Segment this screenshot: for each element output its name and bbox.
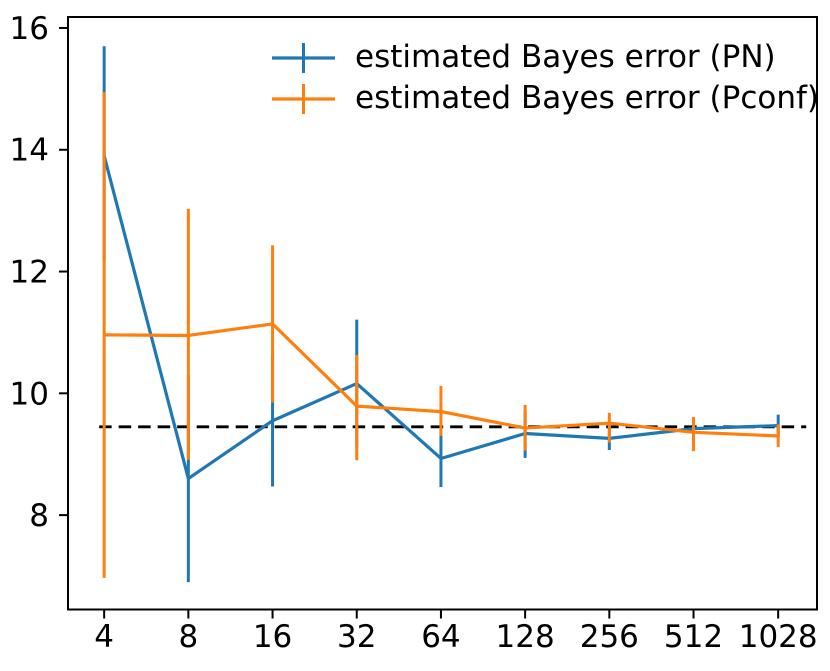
- x-tick-label: 256: [580, 619, 639, 655]
- pn-line: [102, 155, 779, 481]
- x-tick-label: 16: [253, 619, 292, 655]
- x-tick-label: 8: [178, 619, 198, 655]
- legend-item-pconf: estimated Bayes error (Pconf): [271, 78, 819, 119]
- y-tick-label: 14: [10, 133, 49, 169]
- legend-label-pconf: estimated Bayes error (Pconf): [355, 80, 819, 116]
- y-tick-label: 16: [10, 11, 49, 47]
- pconf-line: [104, 322, 779, 438]
- axes-spines: [67, 16, 818, 611]
- legend-item-pn: estimated Bayes error (PN): [271, 37, 819, 78]
- x-tick-label: 32: [337, 619, 376, 655]
- y-tick-label: 8: [29, 498, 49, 534]
- legend: estimated Bayes error (PN) estimated Bay…: [271, 37, 819, 119]
- x-tick-label: 64: [421, 619, 460, 655]
- x-tick-label: 1028: [739, 619, 818, 655]
- pn-errorbar-glyph: [272, 42, 335, 73]
- x-tick-label: 512: [664, 619, 723, 655]
- legend-label-pn: estimated Bayes error (PN): [355, 39, 776, 75]
- y-tick-label: 10: [10, 376, 49, 412]
- y-tick-label: 12: [10, 255, 49, 291]
- x-tick-label: 128: [496, 619, 555, 655]
- x-tick-label: 4: [94, 619, 114, 655]
- pconf-errorbar-glyph: [272, 83, 335, 114]
